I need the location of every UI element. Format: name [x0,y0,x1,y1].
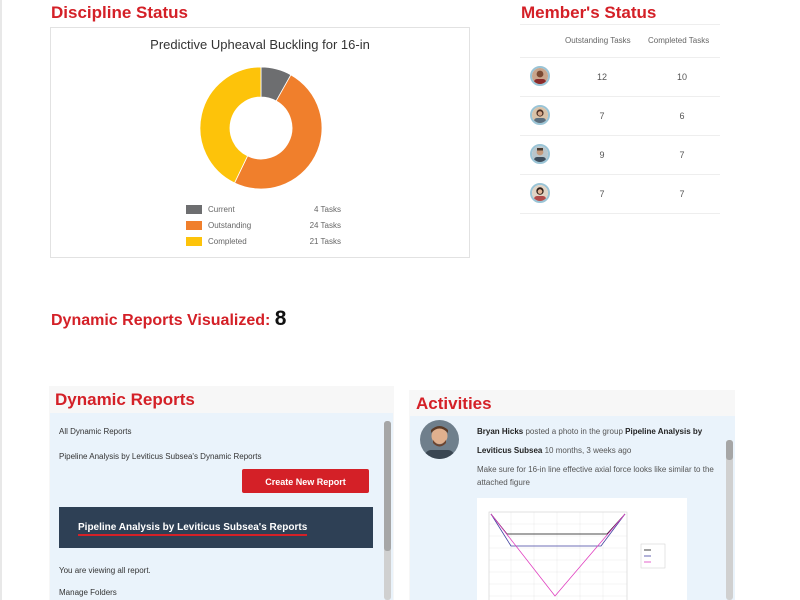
activity-header: Bryan Hicks posted a photo in the group … [477,422,722,460]
members-table-header: Outstanding Tasks Completed Tasks [520,24,720,58]
person-icon [532,107,548,123]
create-new-report-button[interactable]: Create New Report [242,469,369,493]
person-icon [532,185,548,201]
legend-count-current: 4 Tasks [314,205,341,214]
reports-visualized-label: Dynamic Reports Visualized: [51,312,271,329]
activity-time: 10 months, 3 weeks ago [544,446,632,455]
completed-count: 10 [676,72,687,82]
members-status-heading: Member's Status [521,3,657,22]
donut-chart [199,66,323,190]
discipline-chart-card: Predictive Upheaval Buckling for 16-in C… [50,27,470,258]
dynamic-reports-content: All Dynamic Reports Pipeline Analysis by… [50,413,393,600]
discipline-status-heading: Discipline Status [51,3,188,22]
activity-feed: Bryan Hicks posted a photo in the group … [410,416,735,600]
viewing-status-text: You are viewing all report. [59,566,151,575]
completed-count: 7 [679,189,685,199]
col-completed-tasks: Completed Tasks [648,36,710,45]
legend-item-current: Current 4 Tasks [186,203,341,219]
outstanding-count: 7 [599,189,605,199]
reports-banner-title: Pipeline Analysis by Leviticus Subsea's … [78,522,308,536]
activities-scrollbar[interactable] [726,440,733,600]
manage-folders-link[interactable]: Manage Folders [59,588,117,597]
chart-title: Predictive Upheaval Buckling for 16-in [150,37,370,52]
member-avatar[interactable] [530,144,550,164]
donut-slice-outstanding[interactable] [233,74,323,190]
pipeline-dynamic-reports-link[interactable]: Pipeline Analysis by Leviticus Subsea's … [59,452,262,461]
member-avatar[interactable] [530,105,550,125]
attached-figure-image[interactable] [477,498,687,600]
chart-legend: Current 4 Tasks Outstanding 24 Tasks Com… [186,203,341,251]
legend-item-completed: Completed 21 Tasks [186,235,341,251]
members-table: Outstanding Tasks Completed Tasks 12 10 … [520,24,720,214]
outstanding-count: 12 [596,72,607,82]
legend-count-outstanding: 24 Tasks [309,221,341,230]
legend-swatch-completed [186,237,202,246]
legend-count-completed: 21 Tasks [309,237,341,246]
activity-message: Make sure for 16-in line effective axial… [477,465,714,487]
page-left-border [0,0,2,600]
legend-label-outstanding: Outstanding [208,221,252,230]
activity-user-link[interactable]: Bryan Hicks [477,427,524,436]
donut-slice-completed[interactable] [199,66,262,184]
outstanding-count: 9 [599,150,605,160]
person-icon [532,146,548,162]
all-dynamic-reports-link[interactable]: All Dynamic Reports [59,427,132,436]
activity-group-link[interactable]: Pipeline Analysis by Leviticus Subsea [477,427,703,455]
dynamic-reports-heading: Dynamic Reports [55,390,195,409]
legend-label-current: Current [208,205,235,214]
completed-count: 6 [679,111,685,121]
legend-swatch-outstanding [186,221,202,230]
member-row: 9 7 [520,136,720,175]
person-icon [420,420,459,459]
legend-label-completed: Completed [208,237,247,246]
reports-visualized-heading: Dynamic Reports Visualized: 8 [51,307,286,331]
activities-panel: Activities Bryan Hicks posted a photo in… [409,390,735,600]
reports-visualized-count: 8 [274,307,287,330]
activities-scrollbar-thumb[interactable] [726,440,733,460]
legend-item-outstanding: Outstanding 24 Tasks [186,219,341,235]
member-avatar[interactable] [530,66,550,86]
reports-scrollbar-thumb[interactable] [384,421,391,551]
legend-swatch-current [186,205,202,214]
activity-action: posted a photo in the group [525,427,623,436]
reports-scrollbar[interactable] [384,421,391,600]
member-row: 7 7 [520,175,720,214]
activity-user-avatar[interactable] [420,420,459,459]
member-row: 12 10 [520,58,720,97]
outstanding-count: 7 [599,111,605,121]
dynamic-reports-panel: Dynamic Reports All Dynamic Reports Pipe… [49,386,394,600]
activities-heading: Activities [416,394,492,413]
col-outstanding-tasks: Outstanding Tasks [565,36,631,45]
person-icon [532,68,548,84]
completed-count: 7 [679,150,685,160]
reports-banner: Pipeline Analysis by Leviticus Subsea's … [59,507,373,548]
member-row: 7 6 [520,97,720,136]
member-avatar[interactable] [530,183,550,203]
